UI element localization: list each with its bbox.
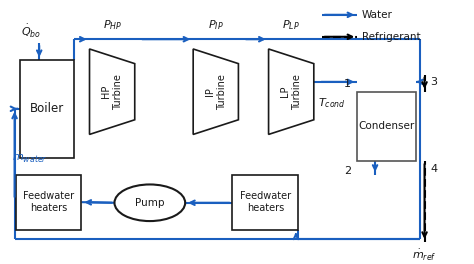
Text: Refrigerant: Refrigerant	[362, 32, 420, 42]
Text: $P_{HP}$: $P_{HP}$	[102, 18, 122, 32]
Text: Water: Water	[362, 10, 393, 20]
Text: $\dot{m}_{water}$: $\dot{m}_{water}$	[12, 150, 48, 165]
Text: 4: 4	[430, 164, 438, 174]
Text: LP
Turbine: LP Turbine	[280, 74, 302, 110]
Text: Feedwater
heaters: Feedwater heaters	[23, 191, 74, 213]
Circle shape	[115, 185, 185, 221]
Text: $P_{LP}$: $P_{LP}$	[283, 18, 300, 32]
Text: HP
Turbine: HP Turbine	[101, 74, 123, 110]
Text: $T_{cond}$: $T_{cond}$	[318, 97, 346, 110]
Bar	[232, 175, 298, 230]
Text: IP
Turbine: IP Turbine	[205, 74, 227, 110]
Bar	[357, 92, 416, 161]
Bar	[16, 175, 82, 230]
Text: Condenser: Condenser	[358, 121, 415, 131]
Text: 3: 3	[430, 77, 437, 87]
Text: Feedwater
heaters: Feedwater heaters	[240, 191, 291, 213]
Text: $\dot{m}_{ref}$: $\dot{m}_{ref}$	[412, 248, 437, 263]
Text: Boiler: Boiler	[30, 102, 64, 115]
Text: 2: 2	[344, 166, 351, 176]
Text: $P_{IP}$: $P_{IP}$	[208, 18, 224, 32]
Bar	[20, 60, 74, 158]
Polygon shape	[90, 49, 135, 134]
Polygon shape	[193, 49, 238, 134]
Text: $\dot{Q}_{bo}$: $\dot{Q}_{bo}$	[21, 23, 41, 40]
Polygon shape	[269, 49, 314, 134]
Text: Pump: Pump	[135, 198, 164, 208]
Text: 1: 1	[344, 79, 351, 89]
